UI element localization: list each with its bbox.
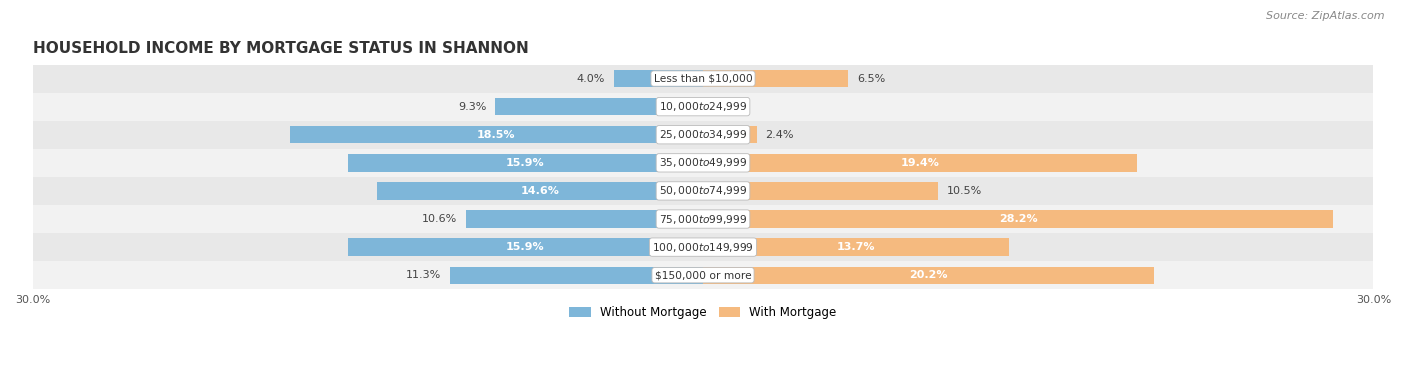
Bar (32, 233, 1374, 261)
Text: 4.0%: 4.0% (576, 74, 605, 84)
Text: HOUSEHOLD INCOME BY MORTGAGE STATUS IN SHANNON: HOUSEHOLD INCOME BY MORTGAGE STATUS IN S… (32, 41, 529, 57)
Bar (467, 210, 703, 228)
Bar (703, 267, 1154, 284)
Text: $75,000 to $99,999: $75,000 to $99,999 (659, 213, 747, 225)
Text: 10.6%: 10.6% (422, 214, 457, 224)
Bar (32, 93, 1374, 121)
Text: $50,000 to $74,999: $50,000 to $74,999 (659, 184, 747, 198)
Bar (703, 70, 848, 87)
Bar (450, 267, 703, 284)
Text: 9.3%: 9.3% (458, 102, 486, 112)
Bar (703, 126, 756, 143)
Text: $10,000 to $24,999: $10,000 to $24,999 (659, 100, 747, 113)
Text: Source: ZipAtlas.com: Source: ZipAtlas.com (1267, 11, 1385, 21)
Bar (703, 210, 1333, 228)
Text: 0.0%: 0.0% (711, 102, 740, 112)
Text: $150,000 or more: $150,000 or more (655, 270, 751, 280)
Text: $100,000 to $149,999: $100,000 to $149,999 (652, 241, 754, 254)
Text: 14.6%: 14.6% (520, 186, 560, 196)
Bar (347, 238, 703, 256)
Legend: Without Mortgage, With Mortgage: Without Mortgage, With Mortgage (565, 301, 841, 324)
Bar (703, 154, 1136, 172)
Bar (347, 154, 703, 172)
Bar (32, 64, 1374, 93)
Bar (290, 126, 703, 143)
Bar (613, 70, 703, 87)
Text: 6.5%: 6.5% (858, 74, 886, 84)
Text: $25,000 to $34,999: $25,000 to $34,999 (659, 128, 747, 141)
Text: 18.5%: 18.5% (477, 130, 516, 140)
Bar (32, 205, 1374, 233)
Text: 11.3%: 11.3% (406, 270, 441, 280)
Bar (703, 238, 1010, 256)
Bar (32, 177, 1374, 205)
Text: Less than $10,000: Less than $10,000 (654, 74, 752, 84)
Text: 2.4%: 2.4% (766, 130, 794, 140)
Text: 10.5%: 10.5% (946, 186, 981, 196)
Text: 20.2%: 20.2% (910, 270, 948, 280)
Text: 13.7%: 13.7% (837, 242, 876, 252)
Bar (32, 121, 1374, 149)
Text: 28.2%: 28.2% (998, 214, 1038, 224)
Text: 19.4%: 19.4% (900, 158, 939, 168)
Text: 15.9%: 15.9% (506, 158, 544, 168)
Bar (703, 182, 938, 200)
Bar (32, 149, 1374, 177)
Bar (495, 98, 703, 115)
Bar (32, 261, 1374, 289)
Text: $35,000 to $49,999: $35,000 to $49,999 (659, 156, 747, 169)
Bar (377, 182, 703, 200)
Text: 15.9%: 15.9% (506, 242, 544, 252)
